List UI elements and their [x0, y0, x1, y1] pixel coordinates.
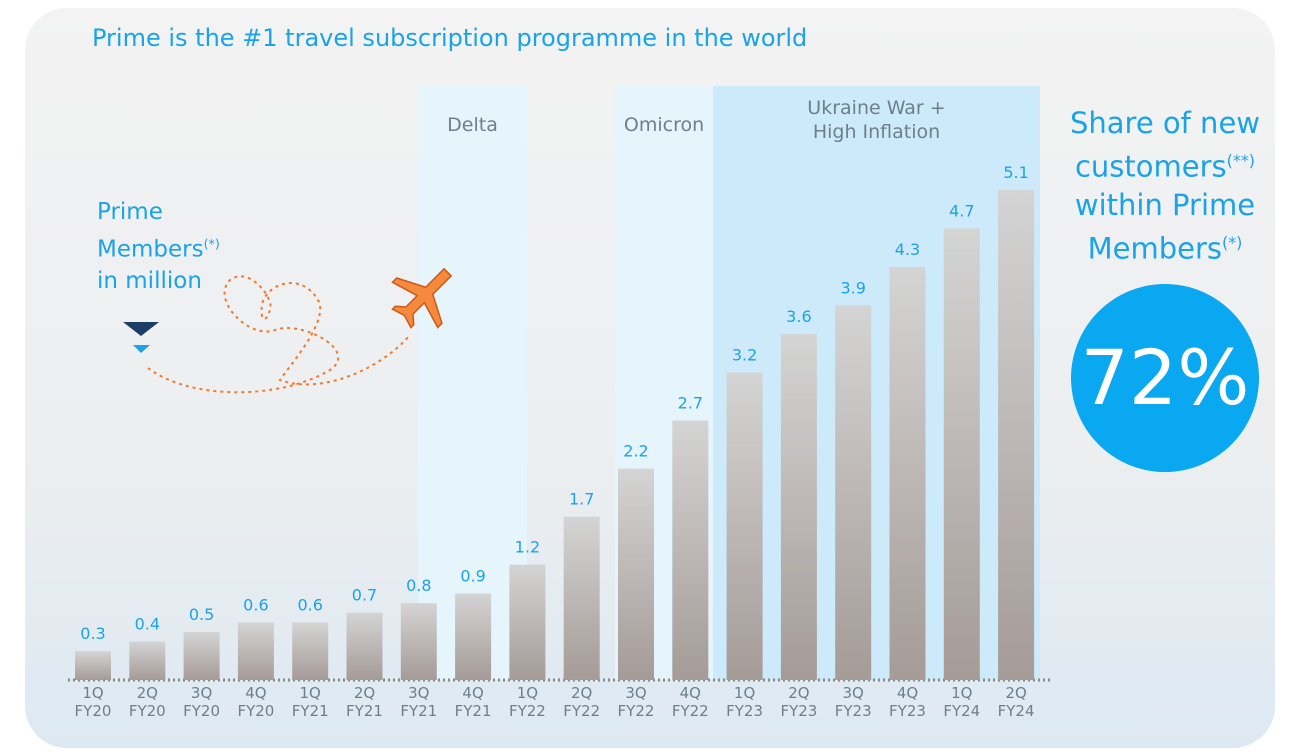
annotation: Ukraine War + High Inflation: [807, 97, 946, 143]
bar: [726, 372, 763, 680]
value-label: 0.7: [352, 586, 377, 605]
x-tick-label: 1Q FY22: [508, 684, 546, 720]
value-label: 4.7: [949, 201, 974, 220]
bar: [672, 420, 709, 680]
callout-text: Share of new customers(**) within Prime …: [1040, 104, 1290, 267]
x-tick-label: 2Q FY20: [128, 684, 166, 720]
bar: [292, 622, 329, 680]
value-label: 0.8: [406, 576, 431, 595]
callout-line: Members: [1087, 231, 1222, 266]
value-label: 2.7: [678, 394, 703, 413]
callout-note: (**): [1226, 151, 1256, 170]
x-tick-label: 4Q FY22: [671, 684, 709, 720]
bar: [346, 612, 383, 680]
value-label: 1.7: [569, 490, 594, 509]
value-label: 0.6: [243, 595, 268, 614]
value-label: 0.3: [80, 624, 105, 643]
x-tick-label: 1Q FY24: [943, 684, 981, 720]
bar: [129, 641, 166, 680]
value-label: 0.5: [189, 605, 214, 624]
x-tick-label: 2Q FY22: [563, 684, 601, 720]
bar: [943, 228, 980, 680]
y-label-text: Members: [97, 236, 204, 263]
bar: [455, 593, 492, 680]
value-label: 3.6: [786, 307, 811, 326]
decoration: [123, 267, 453, 394]
callout-value: 72%: [1081, 333, 1250, 422]
x-tick-label: 2Q FY21: [346, 684, 383, 720]
x-tick-label: 4Q FY23: [889, 684, 926, 720]
x-tick-label: 4Q FY20: [237, 684, 275, 720]
value-label: 3.2: [732, 346, 757, 365]
band: [418, 86, 527, 680]
value-label: 1.2: [515, 538, 540, 557]
bar: [563, 516, 600, 680]
bar: [509, 564, 546, 680]
value-label: 0.4: [135, 615, 160, 634]
annotation: Omicron: [623, 114, 705, 136]
bar: [998, 190, 1035, 680]
x-tick-label: 1Q FY21: [291, 684, 329, 720]
value-label: 4.3: [895, 240, 920, 259]
x-tick-label: 3Q FY21: [400, 684, 438, 720]
y-label-text: in million: [97, 267, 202, 294]
x-tick-label: 4Q FY21: [454, 684, 492, 720]
chart-title: Prime is the #1 travel subscription prog…: [92, 24, 807, 52]
x-tick-label: 3Q FY22: [617, 684, 655, 720]
value-label: 0.6: [297, 595, 322, 614]
bar: [400, 603, 437, 680]
callout-circle: [1071, 284, 1259, 472]
band: [713, 86, 1040, 680]
y-label-text: Prime: [97, 199, 163, 225]
bar: [835, 305, 872, 680]
value-label: 0.9: [460, 567, 485, 586]
y-label-note: (*): [203, 236, 220, 251]
x-tick-label: 2Q FY24: [997, 684, 1035, 720]
bar: [75, 651, 111, 680]
bar: [237, 622, 274, 680]
bar: [889, 266, 926, 680]
x-tick-label: 2Q FY23: [780, 684, 818, 720]
callout-line: customers: [1074, 149, 1227, 184]
bar: [183, 631, 220, 680]
value-label: 3.9: [840, 278, 865, 297]
y-label: Prime Members(*) in million: [97, 197, 220, 297]
x-tick-label: 1Q FY20: [74, 684, 112, 720]
annotation: Delta: [447, 114, 498, 136]
x-tick-label: 1Q FY23: [726, 684, 764, 720]
x-tick-label: 3Q FY20: [183, 684, 221, 720]
callout-line: Share of new: [1069, 106, 1260, 140]
callout-line: within Prime: [1074, 187, 1256, 222]
bar: [618, 468, 654, 680]
value-label: 2.2: [623, 442, 648, 461]
value-label: 5.1: [1003, 163, 1028, 182]
callout-note: (*): [1222, 232, 1243, 252]
x-tick-label: 3Q FY23: [834, 684, 872, 720]
bar: [780, 334, 817, 680]
